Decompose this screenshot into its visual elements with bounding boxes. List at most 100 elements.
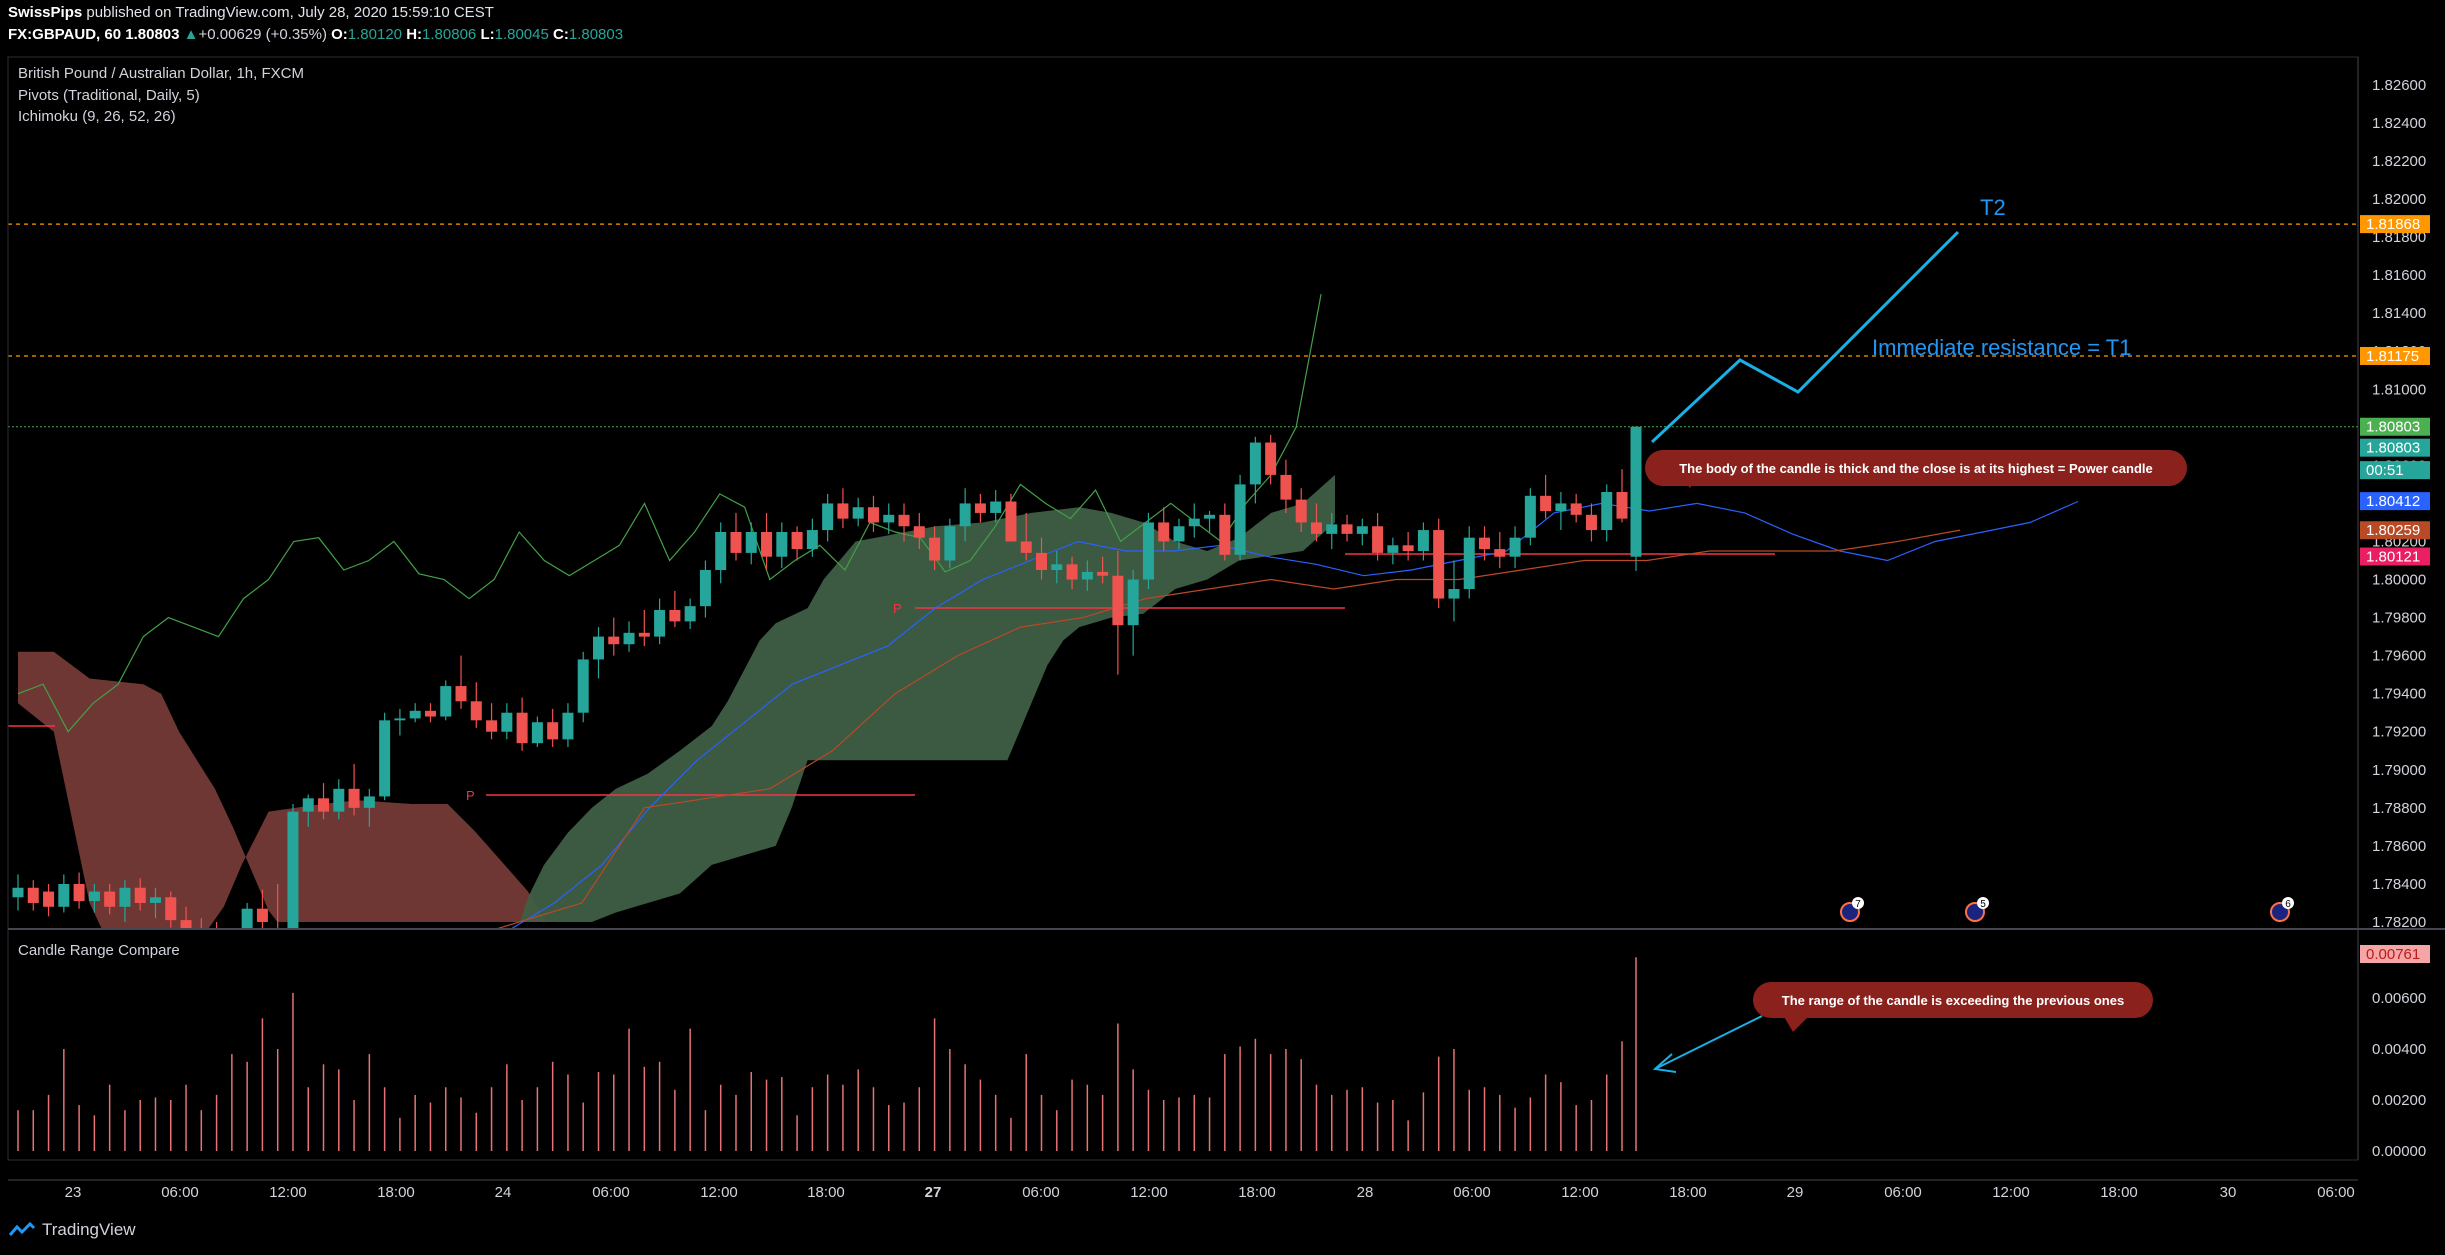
lower-axis-tick: 0.00000 <box>2372 1143 2426 1160</box>
time-axis-tick: 24 <box>495 1184 512 1201</box>
price-axis-badge-label: 1.80121 <box>2366 549 2420 566</box>
time-axis-tick: 23 <box>65 1184 82 1201</box>
candle-body <box>1204 514 1216 519</box>
candle-body <box>272 932 283 942</box>
candle-body <box>1066 564 1078 580</box>
candle-body <box>348 788 360 808</box>
pivot-label: P <box>466 788 475 803</box>
candle-body <box>1265 442 1277 475</box>
price-axis-badge-label: 1.80803 <box>2366 419 2420 436</box>
chikou-span-line <box>17 293 1322 733</box>
candle-body <box>196 932 207 938</box>
candle-body <box>1097 571 1109 576</box>
high-value: 1.80806 <box>422 26 477 43</box>
candle-body <box>1326 524 1338 534</box>
kijun-sen-line <box>494 529 1961 929</box>
time-axis-tick: 06:00 <box>1884 1184 1922 1201</box>
candle-body <box>318 798 330 812</box>
candle-body <box>1509 537 1521 557</box>
low-label: L: <box>480 26 495 43</box>
candle-body <box>256 908 268 922</box>
price-axis-badge-label: 1.81175 <box>2366 348 2419 365</box>
time-axis-tick: 18:00 <box>377 1184 415 1201</box>
chart-title[interactable]: British Pound / Australian Dollar, 1h, F… <box>18 65 304 82</box>
candle-body <box>1356 526 1368 534</box>
range-callout <box>1753 982 2153 1018</box>
candle-body <box>1372 526 1384 553</box>
time-axis-tick: 06:00 <box>1022 1184 1060 1201</box>
candle-body <box>333 788 345 812</box>
ichimoku-legend[interactable]: Ichimoku (9, 26, 52, 26) <box>18 108 176 125</box>
candle-body <box>516 712 528 744</box>
candle-body <box>1463 537 1475 590</box>
candle-body <box>58 883 70 907</box>
low-value: 1.80045 <box>494 26 549 43</box>
candle-body <box>974 503 986 513</box>
candle-body <box>822 503 834 531</box>
projection-path <box>1650 230 1960 444</box>
candle-body <box>1387 545 1399 553</box>
price-axis-tick: 1.78200 <box>2372 914 2426 931</box>
price-axis-tick: 1.81000 <box>2372 381 2426 398</box>
candle-body <box>211 937 222 950</box>
candle-body <box>898 514 910 527</box>
candle-body <box>592 636 604 660</box>
candle-body <box>455 686 467 702</box>
event-count: 6 <box>2285 899 2291 910</box>
candle-body <box>165 897 177 921</box>
event-count: 5 <box>1980 899 1986 910</box>
price-axis-tick: 1.79400 <box>2372 686 2426 703</box>
candle-body <box>501 712 513 732</box>
candle-body <box>104 891 116 907</box>
candle-body <box>363 796 375 808</box>
event-count-badge <box>2282 897 2294 909</box>
candle-body <box>1616 492 1628 519</box>
chart-canvas[interactable]: PP7 5 6 1.826001.824001.822001.820001.8180… <box>0 0 2445 1210</box>
range-arrow-head <box>1652 1053 1677 1073</box>
candle-body <box>1158 522 1170 542</box>
price-content: PP <box>8 293 2079 950</box>
last-price: 1.80803 <box>125 26 180 43</box>
price-axis-tick: 1.79000 <box>2372 762 2426 779</box>
price-axis-tick: 1.79800 <box>2372 610 2426 627</box>
candle-body <box>1433 530 1445 599</box>
candle-body <box>547 722 559 740</box>
lower-axis-badge <box>2360 945 2430 963</box>
time-axis-tick: 30 <box>2220 1184 2237 1201</box>
lower-pane[interactable] <box>17 957 1637 1151</box>
candle-body <box>1555 503 1567 512</box>
candle-body <box>1295 499 1307 523</box>
candle-body <box>1188 518 1200 527</box>
author-name[interactable]: SwissPips <box>8 4 83 21</box>
price-axis-badge <box>2360 346 2430 365</box>
candle-body <box>88 891 100 902</box>
candle-body <box>959 503 971 527</box>
time-axis-tick: 06:00 <box>1453 1184 1491 1201</box>
candle-body <box>1051 564 1063 571</box>
candle-body <box>608 636 620 645</box>
candle-body <box>440 686 452 717</box>
candle-body <box>1036 552 1048 571</box>
price-pane[interactable]: PP7 5 6 <box>8 223 2358 979</box>
price-axis-tick: 1.78400 <box>2372 876 2426 893</box>
candle-body <box>1601 492 1613 531</box>
candle-body <box>1540 495 1552 512</box>
candle-body <box>409 710 421 719</box>
candle-body <box>379 720 391 797</box>
event-count-badge <box>1852 897 1864 909</box>
lower-axis-badge-label: 0.00761 <box>2366 946 2420 963</box>
price-axis-badge-label: 1.80259 <box>2366 522 2420 539</box>
candle-body <box>149 897 161 903</box>
candle-body <box>1081 571 1093 580</box>
time-axis-tick: 06:00 <box>161 1184 199 1201</box>
open-value: 1.80120 <box>347 26 403 43</box>
range-callout-text: The range of the candle is exceeding the… <box>1782 993 2124 1008</box>
candle-body <box>27 887 39 903</box>
candle-body <box>577 659 589 713</box>
pivots-legend[interactable]: Pivots (Traditional, Daily, 5) <box>18 87 200 104</box>
footer-brand[interactable]: TradingView <box>8 1220 136 1240</box>
lower-pane-title[interactable]: Candle Range Compare <box>18 942 180 959</box>
footer-brand-label: TradingView <box>42 1220 136 1239</box>
price-axis-tick: 1.82200 <box>2372 153 2426 170</box>
candle-body <box>654 609 666 637</box>
